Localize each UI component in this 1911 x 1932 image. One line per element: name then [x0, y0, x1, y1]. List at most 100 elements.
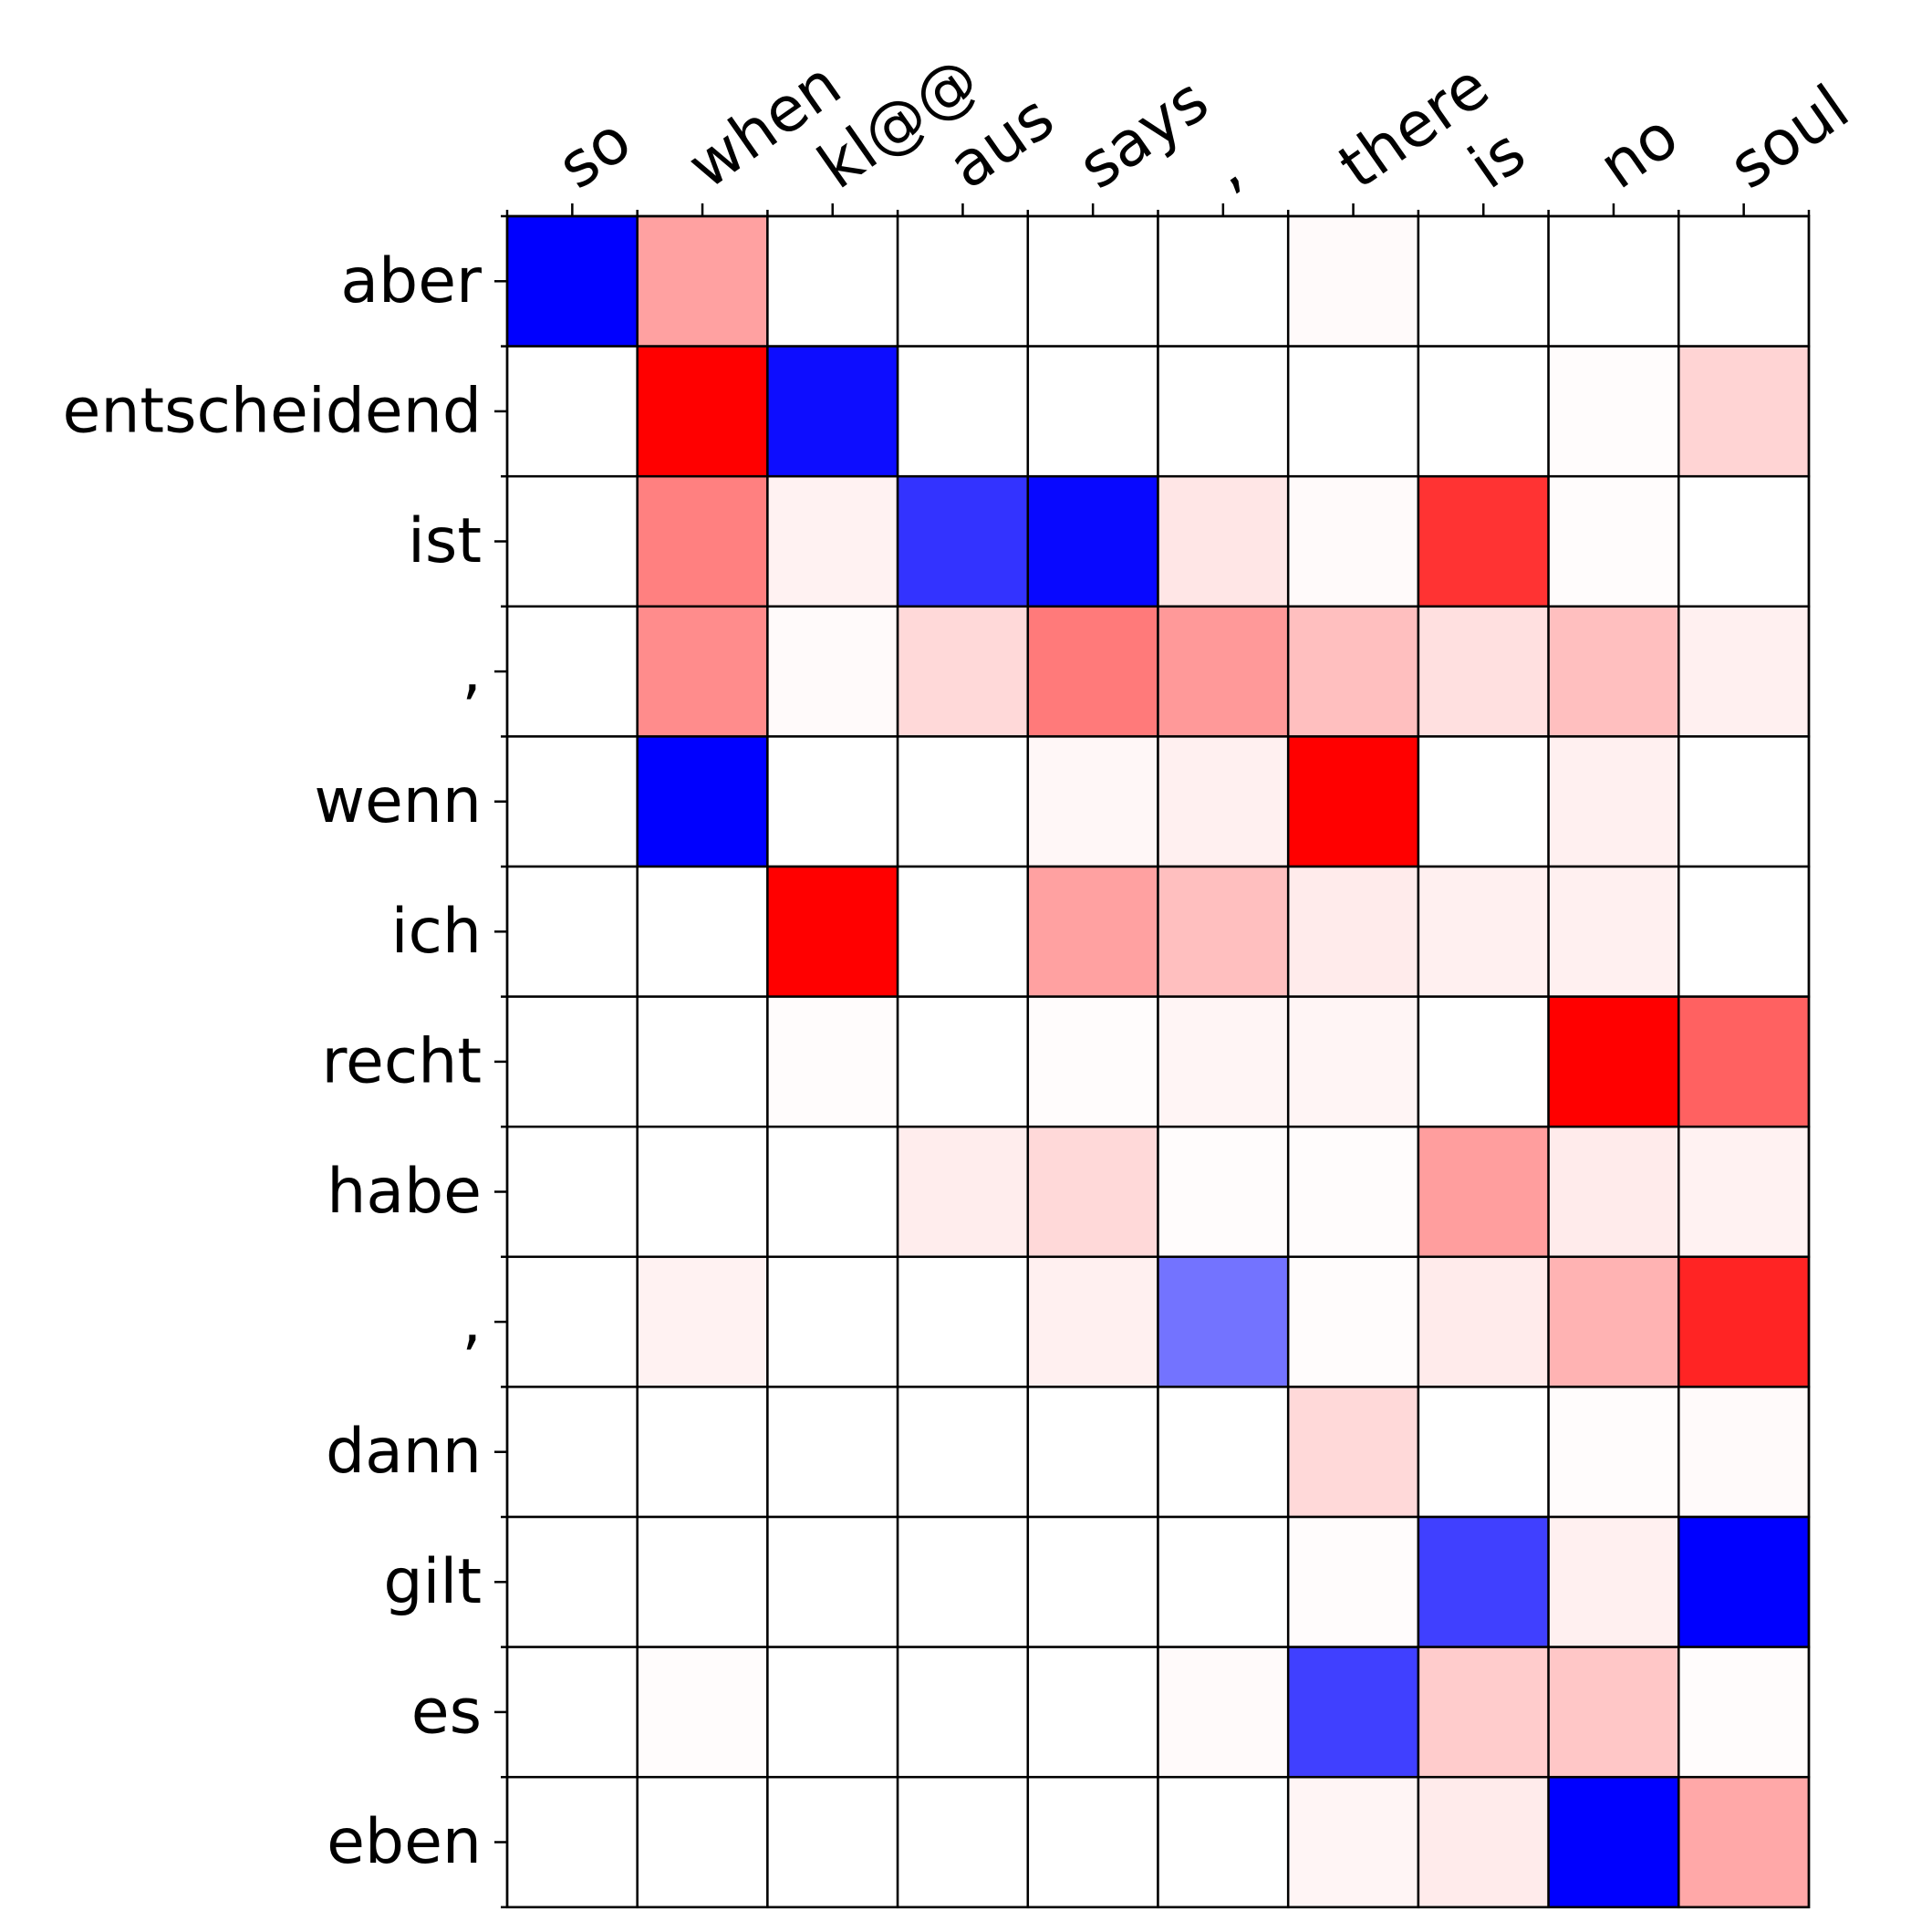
- heatmap-cell-r11-c8: [1547, 1646, 1680, 1779]
- heatmap-cell-r9-c1: [636, 1386, 769, 1519]
- heatmap-cell-r7-c3: [896, 1125, 1030, 1259]
- y-tick-label-8: ,: [462, 1286, 482, 1358]
- heatmap-cell-r5-c9: [1677, 865, 1811, 998]
- heatmap-cell-r1-c7: [1417, 345, 1550, 478]
- heatmap-cell-r8-c1: [636, 1255, 769, 1388]
- heatmap-cell-r1-c2: [766, 345, 899, 478]
- heatmap-cell-r9-c2: [766, 1386, 899, 1519]
- heatmap-cell-r4-c0: [505, 735, 639, 868]
- heatmap-cell-r5-c0: [505, 865, 639, 998]
- heatmap-cell-r0-c2: [766, 214, 899, 348]
- x-tick-label-1: when: [675, 48, 854, 203]
- x-tick-label-4: says: [1066, 65, 1221, 203]
- heatmap-cell-r12-c3: [896, 1775, 1030, 1909]
- heatmap-cell-r9-c5: [1157, 1386, 1290, 1519]
- heatmap-cell-r0-c9: [1677, 214, 1811, 348]
- heatmap-cell-r7-c6: [1286, 1125, 1420, 1259]
- heatmap-cell-r3-c0: [505, 605, 639, 738]
- y-tick-label-9: dann: [326, 1416, 482, 1488]
- heatmap-cell-r11-c2: [766, 1646, 899, 1779]
- heatmap-cell-r6-c5: [1157, 995, 1290, 1128]
- heatmap-cell-r11-c5: [1157, 1646, 1290, 1779]
- y-tick-label-7: habe: [327, 1156, 482, 1228]
- heatmap-cell-r2-c9: [1677, 474, 1811, 608]
- heatmap-cell-r3-c8: [1547, 605, 1680, 738]
- heatmap-cell-r7-c1: [636, 1125, 769, 1259]
- y-tick-label-2: ist: [408, 505, 482, 577]
- heatmap-cell-r2-c1: [636, 474, 769, 608]
- heatmap-cell-r0-c5: [1157, 214, 1290, 348]
- heatmap-cell-r7-c5: [1157, 1125, 1290, 1259]
- heatmap-cell-r2-c8: [1547, 474, 1680, 608]
- heatmap-cell-r11-c6: [1286, 1646, 1420, 1779]
- heatmap-cell-r3-c7: [1417, 605, 1550, 738]
- heatmap-cell-r4-c5: [1157, 735, 1290, 868]
- y-tick-label-12: eben: [327, 1806, 482, 1878]
- heatmap-cell-r11-c7: [1417, 1646, 1550, 1779]
- heatmap-cell-r9-c8: [1547, 1386, 1680, 1519]
- heatmap-cell-r0-c0: [505, 214, 639, 348]
- heatmap-cell-r3-c1: [636, 605, 769, 738]
- heatmap-cell-r9-c9: [1677, 1386, 1811, 1519]
- heatmap-cell-r5-c5: [1157, 865, 1290, 998]
- heatmap-cell-r6-c6: [1286, 995, 1420, 1128]
- heatmap-cell-r6-c9: [1677, 995, 1811, 1128]
- heatmap-cell-r8-c3: [896, 1255, 1030, 1388]
- heatmap-cell-r1-c4: [1026, 345, 1159, 478]
- heatmap-cell-r8-c2: [766, 1255, 899, 1388]
- heatmap-cell-r1-c9: [1677, 345, 1811, 478]
- heatmap-cell-r2-c2: [766, 474, 899, 608]
- heatmap-cell-r6-c4: [1026, 995, 1159, 1128]
- heatmap-cell-r8-c9: [1677, 1255, 1811, 1388]
- heatmap-cell-r2-c0: [505, 474, 639, 608]
- heatmap-cell-r0-c3: [896, 214, 1030, 348]
- y-tick-label-1: entscheidend: [63, 375, 483, 447]
- heatmap-cell-r0-c8: [1547, 214, 1680, 348]
- x-tick-label-0: so: [545, 104, 644, 203]
- heatmap-cell-r7-c8: [1547, 1125, 1680, 1259]
- heatmap-cell-r5-c7: [1417, 865, 1550, 998]
- heatmap-cell-r12-c0: [505, 1775, 639, 1909]
- heatmap-cell-r12-c6: [1286, 1775, 1420, 1909]
- heatmap-cell-r8-c8: [1547, 1255, 1680, 1388]
- heatmap-cell-r5-c8: [1547, 865, 1680, 998]
- heatmap-cell-r8-c6: [1286, 1255, 1420, 1388]
- heatmap-cell-r10-c1: [636, 1515, 769, 1648]
- heatmap-cell-r2-c7: [1417, 474, 1550, 608]
- heatmap-cell-r11-c0: [505, 1646, 639, 1779]
- heatmap-cell-r5-c6: [1286, 865, 1420, 998]
- heatmap-cell-r3-c9: [1677, 605, 1811, 738]
- heatmap-cell-r7-c9: [1677, 1125, 1811, 1259]
- heatmap-cell-r7-c4: [1026, 1125, 1159, 1259]
- heatmap-cell-r1-c0: [505, 345, 639, 478]
- heatmap-cell-r4-c4: [1026, 735, 1159, 868]
- x-tick-label-8: no: [1586, 100, 1691, 203]
- y-tick-label-6: recht: [322, 1025, 482, 1097]
- y-tick-label-0: aber: [340, 245, 482, 317]
- heatmap-cell-r6-c1: [636, 995, 769, 1128]
- heatmap-cell-r0-c7: [1417, 214, 1550, 348]
- heatmap-cell-r6-c0: [505, 995, 639, 1128]
- x-tick-label-6: there: [1326, 50, 1502, 203]
- heatmap-cell-r4-c8: [1547, 735, 1680, 868]
- heatmap-cells: [505, 214, 1811, 1909]
- heatmap-cell-r5-c1: [636, 865, 769, 998]
- heatmap-cell-r7-c0: [505, 1125, 639, 1259]
- heatmap-cell-r2-c4: [1026, 474, 1159, 608]
- heatmap-cell-r5-c2: [766, 865, 899, 998]
- heatmap-cell-r0-c1: [636, 214, 769, 348]
- heatmap-cell-r12-c7: [1417, 1775, 1550, 1909]
- heatmap-cell-r8-c7: [1417, 1255, 1550, 1388]
- heatmap-cell-r8-c0: [505, 1255, 639, 1388]
- heatmap-cell-r12-c2: [766, 1775, 899, 1909]
- heatmap-cell-r6-c8: [1547, 995, 1680, 1128]
- heatmap-cell-r1-c6: [1286, 345, 1420, 478]
- heatmap-cell-r9-c7: [1417, 1386, 1550, 1519]
- heatmap-cell-r12-c4: [1026, 1775, 1159, 1909]
- heatmap-cell-r4-c2: [766, 735, 899, 868]
- heatmap-cell-r4-c3: [896, 735, 1030, 868]
- heatmap-cell-r12-c9: [1677, 1775, 1811, 1909]
- heatmap-cell-r1-c1: [636, 345, 769, 478]
- x-tick-label-9: soul: [1717, 71, 1862, 203]
